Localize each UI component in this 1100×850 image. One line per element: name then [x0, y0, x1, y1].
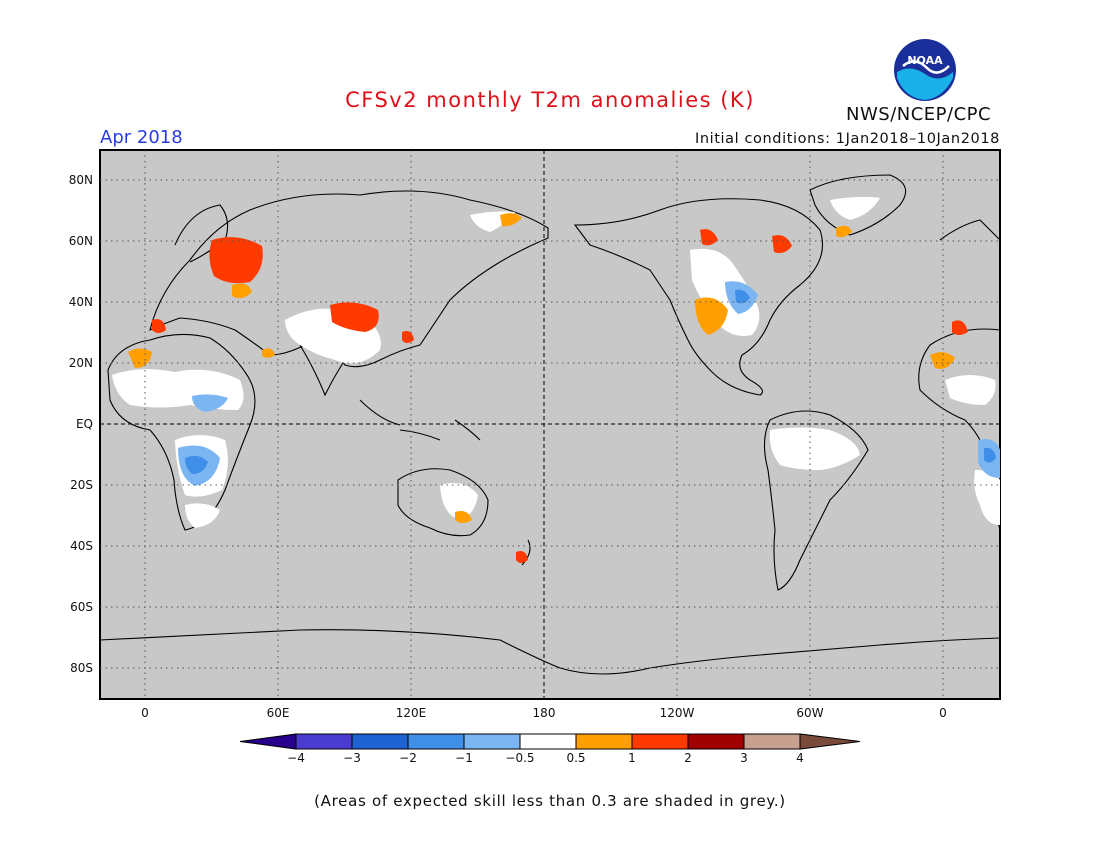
- colorbar-swatch: [743, 733, 801, 750]
- lon-label: 60E: [267, 706, 290, 720]
- colorbar-label: 1: [628, 751, 636, 765]
- colorbar: −4 −3 −2 −1 −0.5 0.5 1 2 3 4: [239, 733, 861, 765]
- cold-anomaly-areas: [185, 289, 996, 474]
- lon-label: 60W: [796, 706, 823, 720]
- colorbar-swatch: [351, 733, 409, 750]
- noaa-logo-icon: NOAA: [894, 39, 956, 101]
- colorbar-swatch: [687, 733, 745, 750]
- lon-label: 120W: [660, 706, 695, 720]
- lat-label: 40S: [70, 539, 93, 553]
- colorbar-swatch: [463, 733, 521, 750]
- lat-label: 40N: [69, 295, 93, 309]
- lon-label: 120E: [396, 706, 427, 720]
- footnote: (Areas of expected skill less than 0.3 a…: [314, 792, 786, 810]
- lon-label: 0: [939, 706, 947, 720]
- lon-label: 180: [533, 706, 556, 720]
- colorbar-swatch: [519, 733, 577, 750]
- lat-label: EQ: [76, 417, 93, 431]
- lat-label: 80S: [70, 661, 93, 675]
- colorbar-label: −4: [287, 751, 305, 765]
- longitude-labels: 0 60E 120E 180 120W 60W 0: [141, 706, 947, 720]
- lat-label: 80N: [69, 173, 93, 187]
- reference-lines: [100, 150, 1000, 699]
- forecast-period: Apr 2018: [100, 127, 183, 148]
- colorbar-label: −3: [343, 751, 361, 765]
- lon-label: 0: [141, 706, 149, 720]
- svg-text:NOAA: NOAA: [907, 54, 943, 67]
- colorbar-label: −2: [399, 751, 417, 765]
- warm-anomaly-areas: [128, 213, 955, 523]
- graticule: [100, 150, 1000, 699]
- lat-label: 20S: [70, 478, 93, 492]
- lat-label: 60N: [69, 234, 93, 248]
- colorbar-swatch: [295, 733, 353, 750]
- initial-conditions: Initial conditions: 1Jan2018–10Jan2018: [694, 131, 1000, 147]
- lat-label: 60S: [70, 600, 93, 614]
- colorbar-swatch: [631, 733, 689, 750]
- colorbar-swatch: [799, 733, 861, 750]
- colorbar-label: 4: [796, 751, 804, 765]
- map-title: CFSv2 monthly T2m anomalies (K): [345, 88, 755, 112]
- colorbar-swatch: [575, 733, 633, 750]
- colorbar-label: −0.5: [505, 751, 534, 765]
- strong-warm-areas: [152, 229, 968, 563]
- colorbar-label: 2: [684, 751, 692, 765]
- colorbar-swatch: [239, 733, 297, 750]
- colorbar-label: 3: [740, 751, 748, 765]
- colorbar-label: −1: [455, 751, 473, 765]
- colorbar-swatch: [407, 733, 465, 750]
- latitude-labels: 80N 60N 40N 20N EQ 20S 40S 60S 80S: [69, 173, 93, 675]
- lat-label: 20N: [69, 356, 93, 370]
- agency-label: NWS/NCEP/CPC: [846, 104, 992, 125]
- colorbar-label: 0.5: [566, 751, 585, 765]
